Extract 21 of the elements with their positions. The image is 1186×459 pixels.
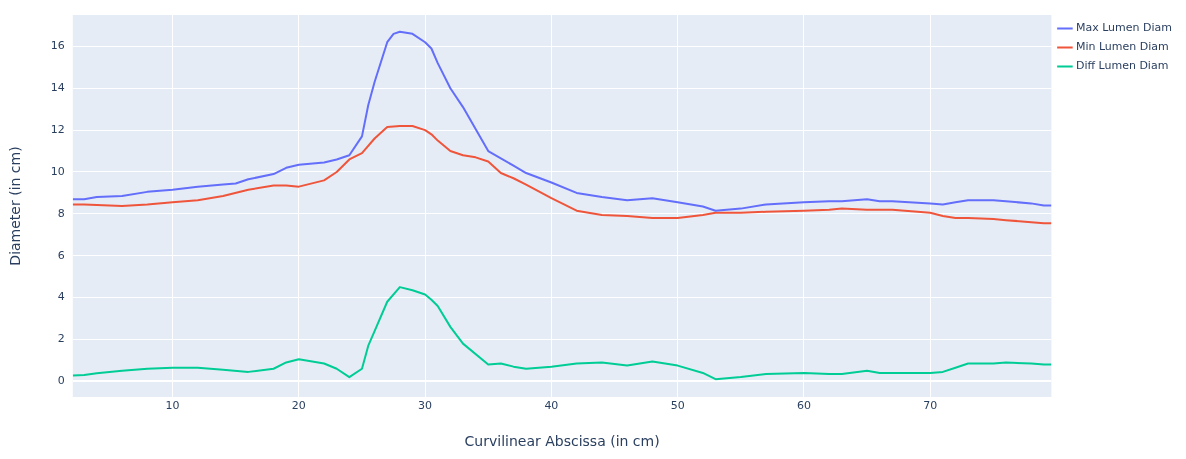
x-tick-label: 10 [165, 399, 180, 413]
y-tick-label: 4 [57, 290, 65, 304]
y-tick-label: 8 [57, 206, 65, 220]
legend-label: Max Lumen Diam [1075, 21, 1172, 35]
x-tick-label: 50 [670, 399, 685, 413]
y-tick-label: 2 [57, 332, 65, 346]
x-tick-label: 70 [923, 399, 938, 413]
x-tick-label: 40 [544, 399, 559, 413]
y-tick-label: 10 [50, 164, 65, 178]
y-tick-label: 12 [50, 122, 65, 136]
x-tick-label: 20 [291, 399, 306, 413]
y-tick-label: 0 [57, 374, 65, 388]
legend-label: Min Lumen Diam [1075, 40, 1169, 54]
y-tick-label: 6 [57, 248, 65, 262]
legend-label: Diff Lumen Diam [1075, 59, 1169, 73]
x-tick-label: 60 [796, 399, 811, 413]
y-axis-title: Diameter (in cm) [7, 146, 24, 266]
y-tick-label: 14 [50, 81, 65, 95]
y-tick-label: 16 [50, 39, 65, 53]
x-axis-title: Curvilinear Abscissa (in cm) [464, 433, 660, 450]
x-tick-label: 30 [418, 399, 433, 413]
